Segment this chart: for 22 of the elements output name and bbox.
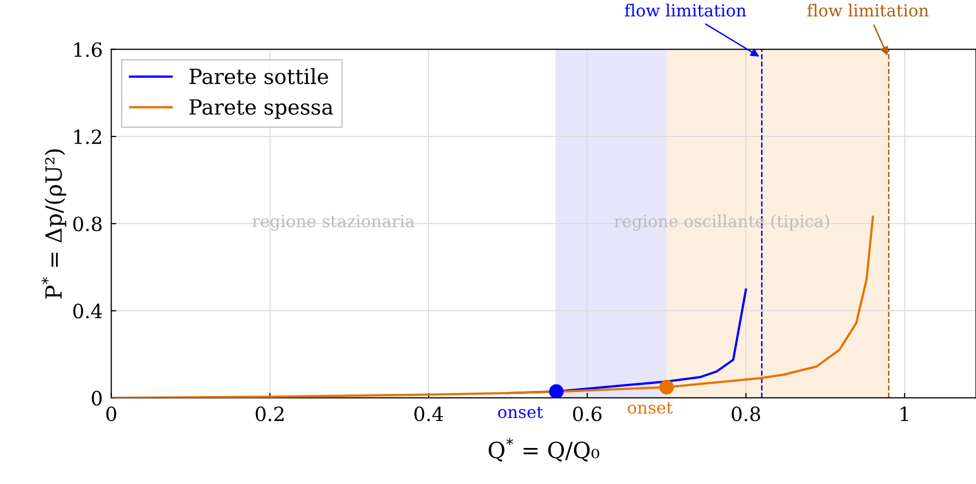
x-tick-label: 1	[900, 406, 908, 421]
annotation: onset	[628, 402, 673, 414]
y-tick-label: 1.2	[74, 129, 102, 144]
y-tick-label: 0.8	[73, 216, 102, 232]
y-tick-label: 1.6	[74, 42, 102, 58]
annotation: flow limitation	[807, 4, 929, 17]
y-tick-label: 0	[92, 390, 102, 406]
annotation: regione oscillante (tipica)	[614, 214, 830, 231]
legend-label: Parete spessa	[189, 99, 334, 119]
y-axis-title: P$^{*}$ = Δp/(ρU²)	[42, 149, 66, 298]
x-tick-label: 0	[106, 406, 116, 422]
line-series	[111, 216, 874, 398]
x-tick-label: 0.4	[414, 406, 444, 422]
annotation: onset	[498, 406, 544, 418]
x-tick-label: 0.6	[573, 406, 602, 422]
annotation: regione stazionaria	[252, 214, 414, 231]
x-tick-label: 0.8	[732, 406, 760, 422]
legend-label: Parete sottile	[189, 68, 328, 84]
annotation: flow limitation	[624, 4, 746, 17]
x-tick-label: 0.2	[256, 406, 284, 422]
y-tick-label: 0.4	[73, 304, 102, 318]
x-axis-title: Q$^{*}$ = Q/Q₀	[488, 438, 600, 462]
